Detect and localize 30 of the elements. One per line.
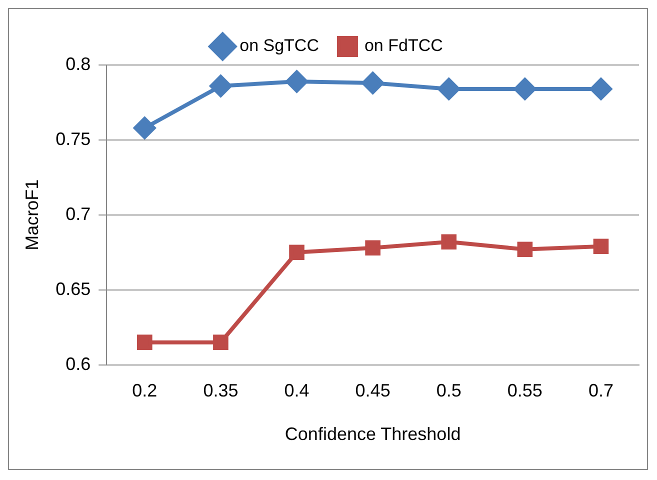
point: [438, 78, 460, 100]
y-tick-label: 0.8: [66, 54, 91, 74]
point: [593, 238, 609, 254]
y-axis-title: MacroF1: [22, 179, 42, 250]
point: [137, 334, 152, 350]
point: [289, 244, 304, 260]
x-tick-label: 0.35: [203, 380, 238, 401]
point: [365, 240, 380, 256]
point: [134, 116, 156, 139]
x-tick-label: 0.2: [132, 380, 158, 401]
point: [517, 242, 533, 258]
point: [590, 78, 612, 100]
point: [286, 70, 308, 92]
y-tick-label: 0.75: [56, 128, 91, 149]
point: [210, 74, 232, 97]
point: [213, 334, 228, 350]
y-tick-label: 0.7: [66, 204, 91, 224]
x-tick-label: 0.4: [284, 380, 310, 401]
y-tick-label: 0.65: [56, 278, 91, 299]
legend-label: on FdTCC: [364, 36, 443, 56]
legend-label: on SgTCC: [240, 36, 319, 56]
x-tick-label: 0.55: [507, 380, 542, 401]
x-tick-label: 0.5: [436, 380, 462, 401]
x-tick-label: 0.45: [355, 380, 390, 401]
point: [514, 78, 536, 100]
y-tick-label: 0.6: [66, 354, 91, 374]
x-axis-title: Confidence Threshold: [284, 424, 461, 444]
point: [362, 72, 384, 94]
x-tick-label: 0.7: [588, 380, 614, 401]
point: [441, 234, 457, 250]
